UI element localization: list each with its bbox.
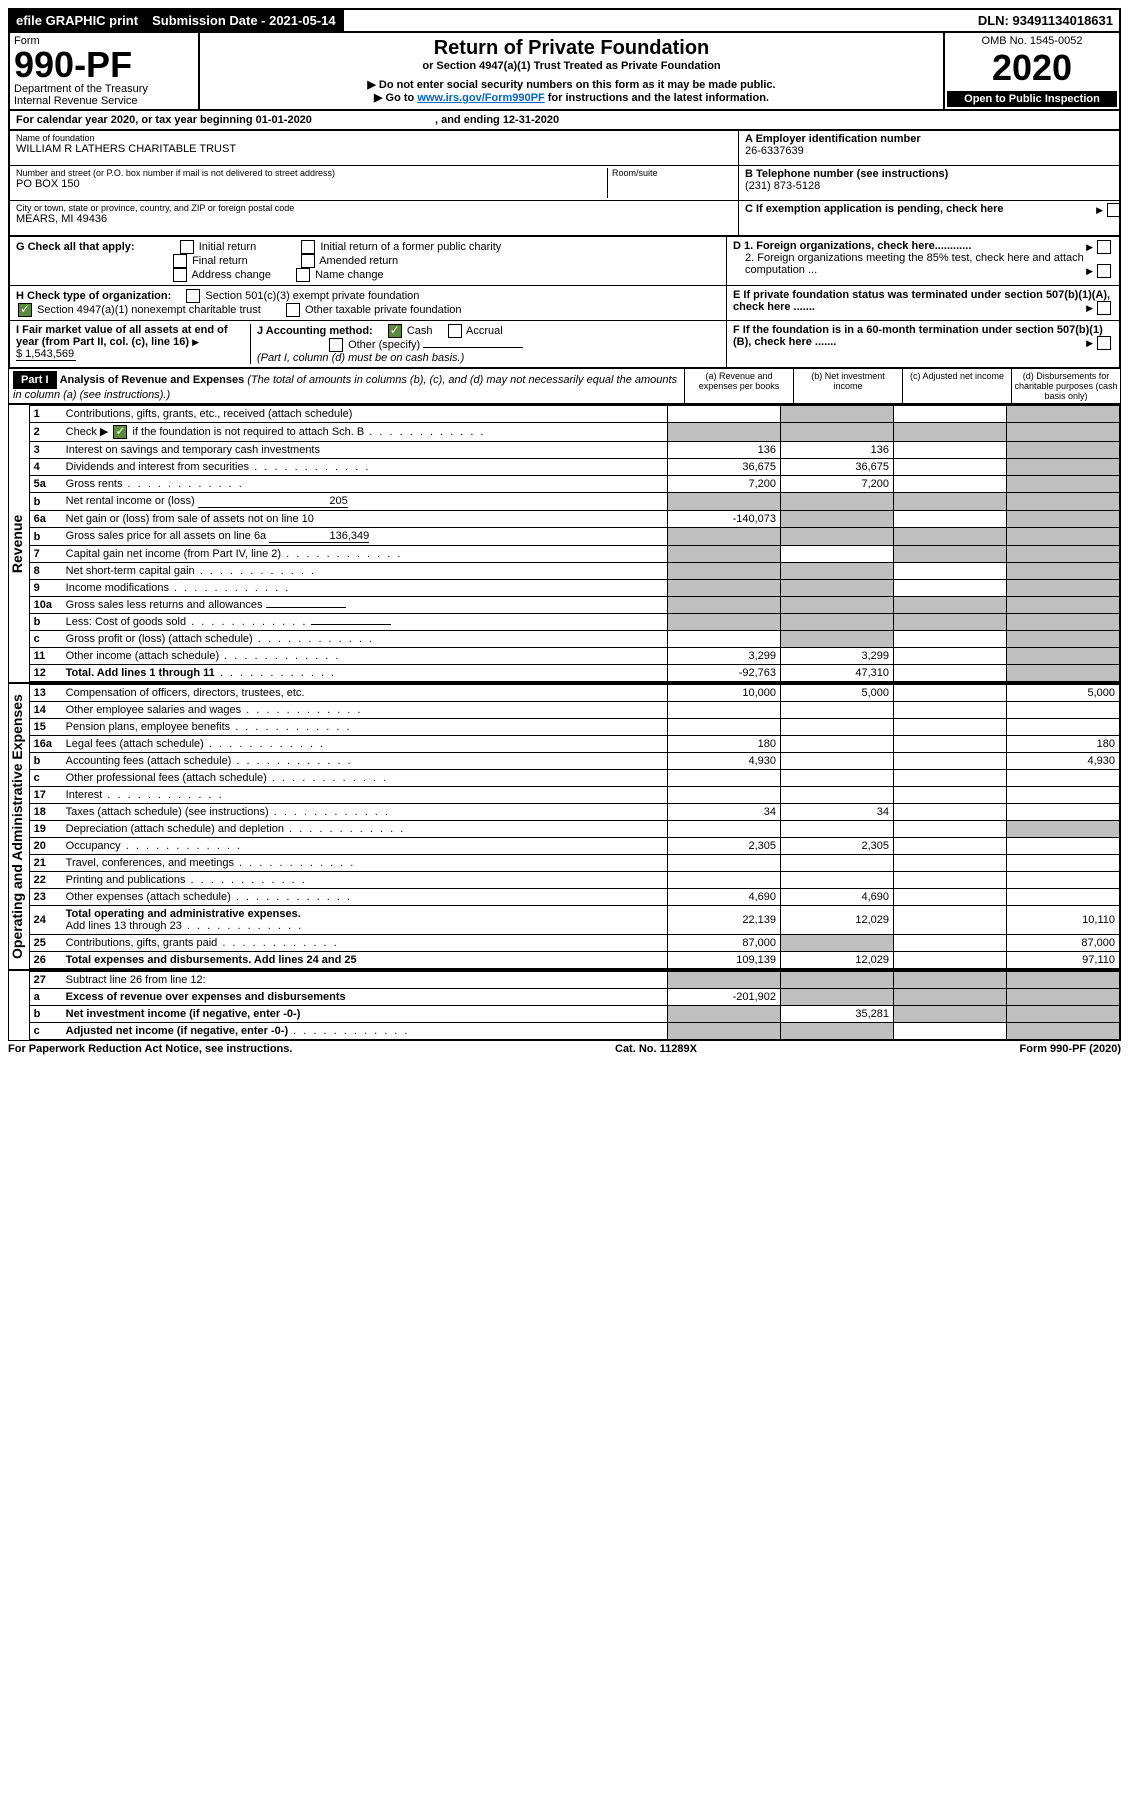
- j-accrual-check[interactable]: [448, 324, 462, 338]
- d1: D 1. Foreign organizations, check here..…: [733, 240, 971, 252]
- f-check[interactable]: [1097, 336, 1111, 350]
- j-note: (Part I, column (d) must be on cash basi…: [257, 352, 464, 364]
- page-footer: For Paperwork Reduction Act Notice, see …: [8, 1041, 1121, 1055]
- schb-check[interactable]: [113, 425, 127, 439]
- form-subtitle: or Section 4947(a)(1) Trust Treated as P…: [204, 60, 939, 72]
- expenses-table: 13Compensation of officers, directors, t…: [29, 684, 1120, 969]
- form-title: Return of Private Foundation: [204, 37, 939, 60]
- revenue-label: Revenue: [9, 405, 29, 682]
- h-4947: Section 4947(a)(1) nonexempt charitable …: [37, 304, 261, 316]
- j-label: J Accounting method:: [257, 325, 373, 337]
- calendar-year-row: For calendar year 2020, or tax year begi…: [8, 111, 1121, 131]
- ein-label: A Employer identification number: [745, 133, 1113, 145]
- g-label: G Check all that apply:: [16, 241, 135, 253]
- j-other-check[interactable]: [329, 338, 343, 352]
- j-cash: Cash: [407, 325, 433, 337]
- g-addr: Address change: [191, 269, 271, 281]
- col-a: (a) Revenue and expenses per books: [684, 369, 793, 403]
- h-4947-check[interactable]: [18, 303, 32, 317]
- part1-title: Analysis of Revenue and Expenses: [60, 374, 245, 386]
- g-final: Final return: [192, 255, 248, 267]
- efile-print[interactable]: efile GRAPHIC print: [10, 10, 146, 31]
- g-addr-check[interactable]: [173, 268, 187, 282]
- c-checkbox[interactable]: [1107, 203, 1121, 217]
- line27-table: 27Subtract line 26 from line 12: aExcess…: [29, 971, 1120, 1040]
- j-accrual: Accrual: [466, 325, 503, 337]
- g-amended: Amended return: [319, 255, 398, 267]
- irs: Internal Revenue Service: [14, 95, 194, 107]
- submission-date: Submission Date - 2021-05-14: [146, 10, 344, 31]
- col-c: (c) Adjusted net income: [902, 369, 1011, 403]
- footer-right: Form 990-PF (2020): [1020, 1043, 1121, 1055]
- omb: OMB No. 1545-0052: [947, 35, 1117, 47]
- dept: Department of the Treasury: [14, 83, 194, 95]
- open-inspection: Open to Public Inspection: [947, 91, 1117, 107]
- i-value: $ 1,543,569: [16, 348, 76, 361]
- g-initial-former: Initial return of a former public charit…: [320, 241, 501, 253]
- j-other: Other (specify): [348, 339, 420, 351]
- h-label: H Check type of organization:: [16, 290, 171, 302]
- city: MEARS, MI 49436: [16, 213, 732, 225]
- part1-header: Part I Analysis of Revenue and Expenses …: [8, 368, 1121, 404]
- tax-year: 2020: [947, 47, 1117, 89]
- dln: DLN: 93491134018631: [972, 10, 1119, 31]
- form-header: Form 990-PF Department of the Treasury I…: [8, 33, 1121, 111]
- ssn-warning: ▶ Do not enter social security numbers o…: [204, 78, 939, 91]
- revenue-table: 1Contributions, gifts, grants, etc., rec…: [29, 405, 1120, 682]
- g-final-check[interactable]: [173, 254, 187, 268]
- footer-left: For Paperwork Reduction Act Notice, see …: [8, 1043, 292, 1055]
- room-label: Room/suite: [612, 168, 732, 178]
- g-name-check[interactable]: [296, 268, 310, 282]
- d1-check[interactable]: [1097, 240, 1111, 254]
- address: PO BOX 150: [16, 178, 607, 190]
- e-label: E If private foundation status was termi…: [733, 289, 1110, 313]
- h-other-check[interactable]: [286, 303, 300, 317]
- form-number: 990-PF: [14, 47, 194, 83]
- col-d: (d) Disbursements for charitable purpose…: [1011, 369, 1120, 403]
- d2-check[interactable]: [1097, 264, 1111, 278]
- revenue-section: Revenue 1Contributions, gifts, grants, e…: [8, 404, 1121, 683]
- foundation-name: WILLIAM R LATHERS CHARITABLE TRUST: [16, 143, 732, 155]
- addr-label: Number and street (or P.O. box number if…: [16, 168, 607, 178]
- name-label: Name of foundation: [16, 133, 732, 143]
- cal-end: , and ending 12-31-2020: [435, 114, 559, 126]
- h-501c3-check[interactable]: [186, 289, 200, 303]
- g-amended-check[interactable]: [301, 254, 315, 268]
- goto-link[interactable]: www.irs.gov/Form990PF: [417, 92, 544, 104]
- city-label: City or town, state or province, country…: [16, 203, 732, 213]
- ein: 26-6337639: [745, 145, 1113, 157]
- f-label: F If the foundation is in a 60-month ter…: [733, 324, 1103, 348]
- g-initial: Initial return: [199, 241, 256, 253]
- footer-mid: Cat. No. 11289X: [615, 1043, 697, 1055]
- h-501c3: Section 501(c)(3) exempt private foundat…: [205, 290, 419, 302]
- expenses-section: Operating and Administrative Expenses 13…: [8, 683, 1121, 970]
- j-cash-check[interactable]: [388, 324, 402, 338]
- entity-info: Name of foundation WILLIAM R LATHERS CHA…: [8, 131, 1121, 237]
- g-initial-check[interactable]: [180, 240, 194, 254]
- h-other: Other taxable private foundation: [305, 304, 462, 316]
- g-name: Name change: [315, 269, 384, 281]
- e-check[interactable]: [1097, 301, 1111, 315]
- expenses-label: Operating and Administrative Expenses: [9, 684, 29, 969]
- line27-section: 27Subtract line 26 from line 12: aExcess…: [8, 970, 1121, 1041]
- goto-pre: ▶ Go to: [374, 92, 417, 104]
- cal-begin: For calendar year 2020, or tax year begi…: [16, 114, 312, 126]
- top-bar: efile GRAPHIC print Submission Date - 20…: [8, 8, 1121, 33]
- d2: 2. Foreign organizations meeting the 85%…: [745, 252, 1084, 276]
- col-b: (b) Net investment income: [793, 369, 902, 403]
- c-label: C If exemption application is pending, c…: [745, 203, 1004, 215]
- phone: (231) 873-5128: [745, 180, 1113, 192]
- g-initial-former-check[interactable]: [301, 240, 315, 254]
- goto-post: for instructions and the latest informat…: [545, 92, 769, 104]
- phone-label: B Telephone number (see instructions): [745, 168, 1113, 180]
- part1-label: Part I: [13, 371, 57, 389]
